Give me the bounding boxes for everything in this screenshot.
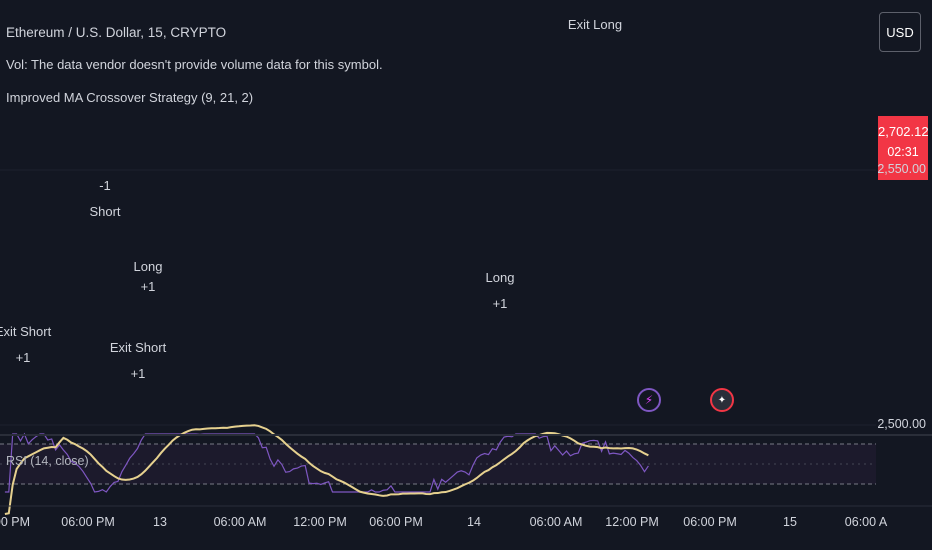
last-price-value: 2,702.12 (878, 124, 929, 139)
time-tick-label: 06:00 PM (61, 515, 115, 529)
price-tick-label: 2,550.00 (877, 162, 926, 176)
signal-label-sub: Short (89, 204, 121, 219)
time-tick-label: 13 (153, 515, 167, 529)
signal-label-text: Exit Short (109, 340, 167, 355)
time-tick-label: 12:00 PM (293, 515, 347, 529)
time-tick-label: 00 PM (0, 515, 31, 529)
time-tick-label: 06:00 PM (683, 515, 737, 529)
signal-label-sub: +1 (130, 366, 146, 381)
time-tick-label: 14 (467, 515, 481, 529)
time-tick-label: 06:00 A (844, 515, 888, 529)
signal-label: Exit Short +1 (110, 340, 166, 382)
rsi-label[interactable]: RSI (14, close) (6, 454, 89, 468)
lightning-icon[interactable]: ⚡ (637, 388, 661, 412)
bar-countdown: 02:31 (887, 145, 919, 159)
signal-label-sub: +1 (15, 350, 31, 365)
time-tick-label: 06:00 AM (213, 515, 267, 529)
signal-label-sub: +1 (492, 296, 508, 311)
rsi-line (4, 432, 649, 493)
symbol-title[interactable]: Ethereum / U.S. Dollar, 15, CRYPTO (6, 25, 227, 40)
signal-label: Long +1 (486, 270, 515, 312)
time-tick-label: 06:00 AM (529, 515, 583, 529)
time-tick-label: 15 (783, 515, 797, 529)
time-tick-label: 12:00 PM (605, 515, 659, 529)
signal-label-text: Exit Long (567, 17, 623, 32)
strategy-label[interactable]: Improved MA Crossover Strategy (9, 21, 2… (6, 90, 254, 105)
signal-label: Exit Long (568, 17, 622, 33)
signal-label-text: -1 (99, 178, 111, 193)
signal-label: Long +1 (134, 259, 163, 295)
signal-label: Exit Short +1 (0, 324, 51, 366)
signal-label: -1 Short (89, 178, 120, 220)
chart-grid (0, 169, 876, 426)
currency-button[interactable]: USD (879, 12, 921, 52)
volume-note: Vol: The data vendor doesn't provide vol… (6, 57, 383, 72)
signal-label-text: Long (133, 259, 163, 274)
us-flag-icon[interactable]: ✦ (710, 388, 734, 412)
time-tick-label: 06:00 PM (369, 515, 423, 529)
signal-label-text: Exit Short (0, 324, 52, 339)
signal-label-text: Long (485, 270, 515, 285)
signal-label-sub: +1 (140, 279, 156, 294)
price-tick-label: 2,500.00 (877, 417, 926, 431)
last-price-tag: 2,702.12 02:31 (878, 116, 929, 180)
